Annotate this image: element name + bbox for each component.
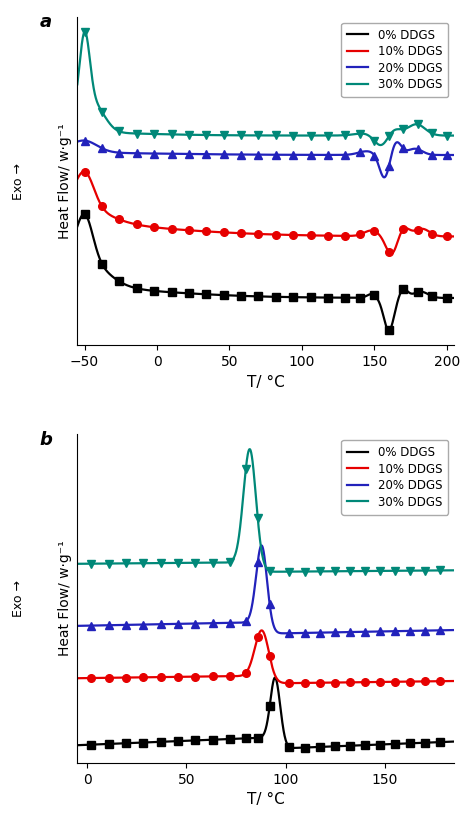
0% DDGS	[74, 741, 80, 750]
20% DDGS	[451, 625, 457, 635]
30% DDGS	[274, 566, 280, 576]
20% DDGS	[444, 150, 450, 160]
0% DDGS	[118, 739, 123, 749]
30% DDGS	[118, 126, 123, 136]
Y-axis label: Heat Flow/ w·g⁻¹: Heat Flow/ w·g⁻¹	[58, 541, 72, 657]
20% DDGS	[81, 135, 86, 145]
Legend: 0% DDGS, 10% DDGS, 20% DDGS, 30% DDGS: 0% DDGS, 10% DDGS, 20% DDGS, 30% DDGS	[341, 440, 448, 515]
30% DDGS	[219, 131, 225, 140]
0% DDGS	[451, 736, 457, 746]
X-axis label: T/ °C: T/ °C	[247, 374, 284, 390]
Line: 30% DDGS: 30% DDGS	[77, 32, 454, 145]
20% DDGS	[403, 626, 409, 636]
20% DDGS	[451, 150, 457, 160]
10% DDGS	[81, 167, 87, 177]
0% DDGS	[140, 285, 146, 295]
30% DDGS	[74, 559, 80, 569]
10% DDGS	[444, 677, 450, 686]
30% DDGS	[403, 123, 409, 133]
10% DDGS	[403, 223, 409, 233]
10% DDGS	[403, 677, 409, 686]
0% DDGS	[403, 739, 409, 749]
10% DDGS	[118, 672, 123, 682]
10% DDGS	[451, 676, 457, 686]
10% DDGS	[74, 174, 80, 184]
Y-axis label: Heat Flow/ w·g⁻¹: Heat Flow/ w·g⁻¹	[58, 123, 72, 239]
30% DDGS	[451, 131, 457, 140]
0% DDGS	[386, 325, 392, 335]
10% DDGS	[388, 249, 394, 259]
0% DDGS	[219, 290, 225, 300]
0% DDGS	[444, 293, 450, 303]
20% DDGS	[236, 149, 241, 159]
20% DDGS	[281, 628, 287, 638]
30% DDGS	[82, 27, 88, 37]
20% DDGS	[219, 618, 225, 628]
30% DDGS	[219, 557, 225, 567]
20% DDGS	[444, 626, 450, 635]
0% DDGS	[74, 222, 80, 232]
20% DDGS	[118, 620, 123, 630]
Line: 30% DDGS: 30% DDGS	[77, 449, 454, 571]
30% DDGS	[140, 129, 146, 139]
20% DDGS	[382, 172, 387, 182]
0% DDGS	[219, 735, 225, 745]
0% DDGS	[81, 209, 87, 219]
Line: 0% DDGS: 0% DDGS	[77, 677, 454, 748]
30% DDGS	[378, 140, 383, 150]
0% DDGS	[292, 743, 297, 753]
Line: 0% DDGS: 0% DDGS	[77, 214, 454, 330]
0% DDGS	[235, 734, 241, 744]
0% DDGS	[118, 277, 123, 287]
20% DDGS	[403, 145, 409, 155]
20% DDGS	[118, 148, 123, 158]
20% DDGS	[140, 620, 146, 630]
0% DDGS	[451, 293, 457, 303]
0% DDGS	[236, 291, 241, 300]
10% DDGS	[259, 626, 264, 635]
X-axis label: T/ °C: T/ °C	[247, 792, 284, 807]
Text: a: a	[40, 13, 52, 31]
10% DDGS	[140, 672, 146, 682]
20% DDGS	[74, 136, 80, 146]
10% DDGS	[219, 227, 225, 237]
Line: 20% DDGS: 20% DDGS	[77, 545, 454, 633]
30% DDGS	[140, 558, 146, 568]
Legend: 0% DDGS, 10% DDGS, 20% DDGS, 30% DDGS: 0% DDGS, 10% DDGS, 20% DDGS, 30% DDGS	[341, 23, 448, 97]
30% DDGS	[247, 444, 253, 454]
10% DDGS	[286, 678, 292, 688]
30% DDGS	[403, 566, 409, 576]
30% DDGS	[235, 537, 241, 547]
30% DDGS	[444, 566, 450, 576]
Text: Exo →: Exo →	[12, 163, 26, 200]
30% DDGS	[444, 131, 450, 140]
10% DDGS	[74, 673, 80, 683]
20% DDGS	[219, 149, 225, 159]
Line: 20% DDGS: 20% DDGS	[77, 140, 454, 177]
30% DDGS	[236, 131, 241, 140]
10% DDGS	[219, 672, 225, 681]
0% DDGS	[272, 672, 278, 682]
0% DDGS	[403, 285, 409, 295]
10% DDGS	[140, 221, 146, 231]
0% DDGS	[444, 737, 450, 747]
20% DDGS	[259, 540, 264, 550]
Text: b: b	[40, 431, 53, 449]
Line: 10% DDGS: 10% DDGS	[77, 631, 454, 683]
Line: 10% DDGS: 10% DDGS	[77, 172, 454, 254]
10% DDGS	[236, 228, 241, 238]
10% DDGS	[451, 232, 457, 241]
Text: Exo →: Exo →	[12, 580, 26, 617]
30% DDGS	[118, 558, 123, 568]
20% DDGS	[235, 618, 241, 628]
10% DDGS	[235, 671, 241, 681]
10% DDGS	[118, 215, 123, 225]
20% DDGS	[140, 149, 146, 158]
30% DDGS	[451, 566, 457, 576]
0% DDGS	[140, 737, 146, 747]
10% DDGS	[444, 232, 450, 241]
20% DDGS	[74, 621, 80, 631]
30% DDGS	[74, 80, 80, 89]
